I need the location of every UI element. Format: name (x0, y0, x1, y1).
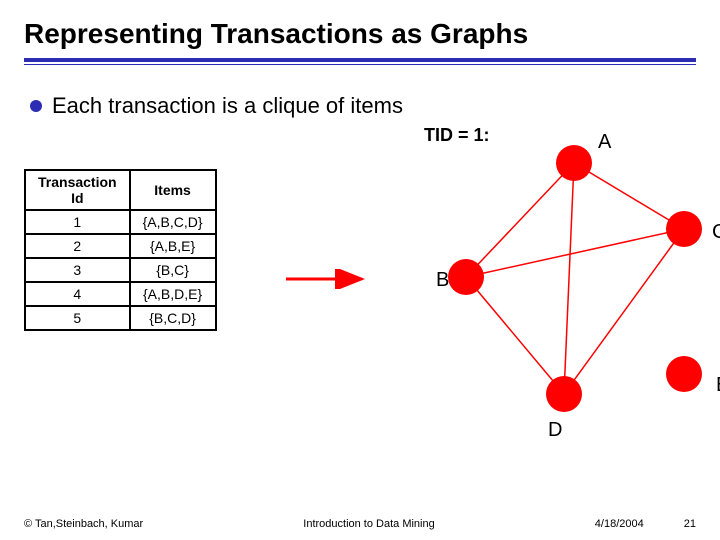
table-cell: 4 (25, 282, 130, 306)
node-label-c: C (712, 221, 720, 244)
table-cell: {A,B,D,E} (130, 282, 216, 306)
table-row: 1{A,B,C,D} (25, 210, 216, 234)
footer: © Tan,Steinbach, Kumar Introduction to D… (0, 518, 720, 530)
table-cell: {A,B,E} (130, 234, 216, 258)
rule-thick (24, 58, 696, 62)
bullet-icon (30, 100, 42, 112)
rule-thin (24, 64, 696, 65)
node-e (666, 356, 702, 392)
footer-date: 4/18/2004 (595, 518, 644, 530)
table-row: 5{B,C,D} (25, 306, 216, 330)
footer-page: 21 (684, 518, 696, 530)
slide-title: Representing Transactions as Graphs (24, 18, 696, 50)
table-cell: 2 (25, 234, 130, 258)
table-body: 1{A,B,C,D}2{A,B,E}3{B,C}4{A,B,D,E}5{B,C,… (25, 210, 216, 330)
clique-graph: TID = 1: ABCDE (394, 119, 720, 449)
table-cell: 1 (25, 210, 130, 234)
table-row: 3{B,C} (25, 258, 216, 282)
slide: Representing Transactions as Graphs Each… (0, 0, 720, 540)
node-label-e: E (716, 374, 720, 397)
node-c (666, 211, 702, 247)
content-area: TransactionId Items 1{A,B,C,D}2{A,B,E}3{… (24, 119, 696, 449)
table-row: 4{A,B,D,E} (25, 282, 216, 306)
edge (564, 163, 574, 394)
bullet-text: Each transaction is a clique of items (52, 93, 403, 119)
table: TransactionId Items 1{A,B,C,D}2{A,B,E}3{… (24, 169, 217, 331)
node-d (546, 376, 582, 412)
edge (466, 163, 574, 277)
table-cell: 5 (25, 306, 130, 330)
transaction-table: TransactionId Items 1{A,B,C,D}2{A,B,E}3{… (24, 169, 217, 331)
edge (466, 229, 684, 277)
table-cell: {B,C} (130, 258, 216, 282)
node-b (448, 259, 484, 295)
node-label-b: B (436, 269, 449, 292)
edge (466, 277, 564, 394)
node-label-a: A (598, 131, 611, 154)
th-items: Items (130, 170, 216, 210)
table-cell: 3 (25, 258, 130, 282)
footer-center: Introduction to Data Mining (303, 518, 434, 530)
footer-left: © Tan,Steinbach, Kumar (24, 518, 143, 530)
table-cell: {B,C,D} (130, 306, 216, 330)
node-a (556, 145, 592, 181)
table-row: 2{A,B,E} (25, 234, 216, 258)
node-label-d: D (548, 419, 562, 442)
arrow-icon (284, 269, 374, 289)
bullet-row: Each transaction is a clique of items (24, 93, 696, 119)
table-cell: {A,B,C,D} (130, 210, 216, 234)
table-head: TransactionId Items (25, 170, 216, 210)
th-id: TransactionId (25, 170, 130, 210)
